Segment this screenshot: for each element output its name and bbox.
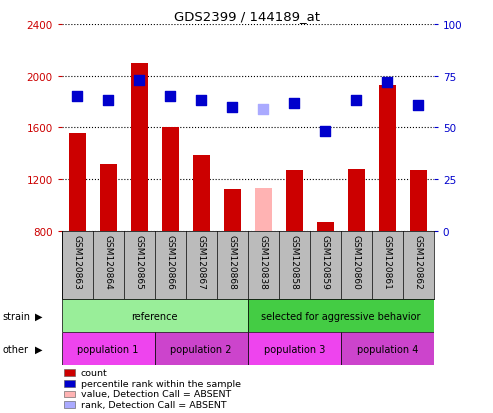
Point (228, 104, 236, 111)
Text: GSM120861: GSM120861 (383, 234, 392, 289)
Text: GSM120862: GSM120862 (414, 234, 423, 289)
Bar (317, 222, 334, 231)
FancyBboxPatch shape (341, 332, 434, 366)
Point (415, 102, 423, 109)
Text: GSM120867: GSM120867 (197, 234, 206, 289)
Text: ▶: ▶ (35, 344, 42, 354)
Point (73, 94, 81, 100)
Text: population 3: population 3 (264, 344, 325, 354)
FancyBboxPatch shape (247, 332, 341, 366)
Text: GSM120863: GSM120863 (72, 234, 82, 289)
Bar (69, 133, 86, 231)
Point (259, 106, 267, 113)
Point (166, 94, 174, 100)
FancyBboxPatch shape (155, 332, 247, 366)
Text: population 2: population 2 (171, 344, 232, 354)
Point (321, 129, 329, 135)
Text: GSM120868: GSM120868 (228, 234, 237, 289)
Text: GSM120858: GSM120858 (290, 234, 299, 289)
Text: count: count (81, 368, 107, 377)
Text: ▶: ▶ (35, 311, 42, 321)
Point (384, 79, 391, 86)
FancyBboxPatch shape (247, 299, 434, 332)
Text: GSM120864: GSM120864 (104, 234, 113, 289)
Bar (100, 164, 117, 231)
Point (197, 98, 205, 104)
Text: percentile rank within the sample: percentile rank within the sample (81, 379, 241, 388)
Text: rank, Detection Call = ABSENT: rank, Detection Call = ABSENT (81, 400, 226, 409)
Text: population 4: population 4 (356, 344, 418, 354)
Bar (131, 64, 148, 231)
FancyBboxPatch shape (62, 299, 247, 332)
Text: selected for aggressive behavior: selected for aggressive behavior (261, 311, 421, 321)
Bar (162, 128, 179, 231)
Bar (193, 155, 210, 231)
Text: population 1: population 1 (77, 344, 139, 354)
Bar (348, 169, 365, 231)
Point (352, 98, 360, 104)
Bar (286, 171, 303, 231)
Point (135, 77, 143, 84)
Text: reference: reference (132, 311, 178, 321)
Bar (255, 189, 272, 231)
Point (104, 98, 112, 104)
Text: GSM120866: GSM120866 (166, 234, 175, 289)
Text: value, Detection Call = ABSENT: value, Detection Call = ABSENT (81, 389, 231, 399)
FancyBboxPatch shape (62, 332, 155, 366)
Text: GSM120865: GSM120865 (135, 234, 143, 289)
Bar (224, 190, 241, 231)
Bar (379, 85, 396, 231)
Text: GSM120838: GSM120838 (259, 234, 268, 289)
Text: GSM120860: GSM120860 (352, 234, 361, 289)
Bar (410, 171, 427, 231)
Text: other: other (2, 344, 29, 354)
Text: GSM120859: GSM120859 (321, 234, 330, 289)
Text: strain: strain (2, 311, 31, 321)
Point (290, 100, 298, 107)
Text: GDS2399 / 144189_at: GDS2399 / 144189_at (174, 10, 319, 23)
